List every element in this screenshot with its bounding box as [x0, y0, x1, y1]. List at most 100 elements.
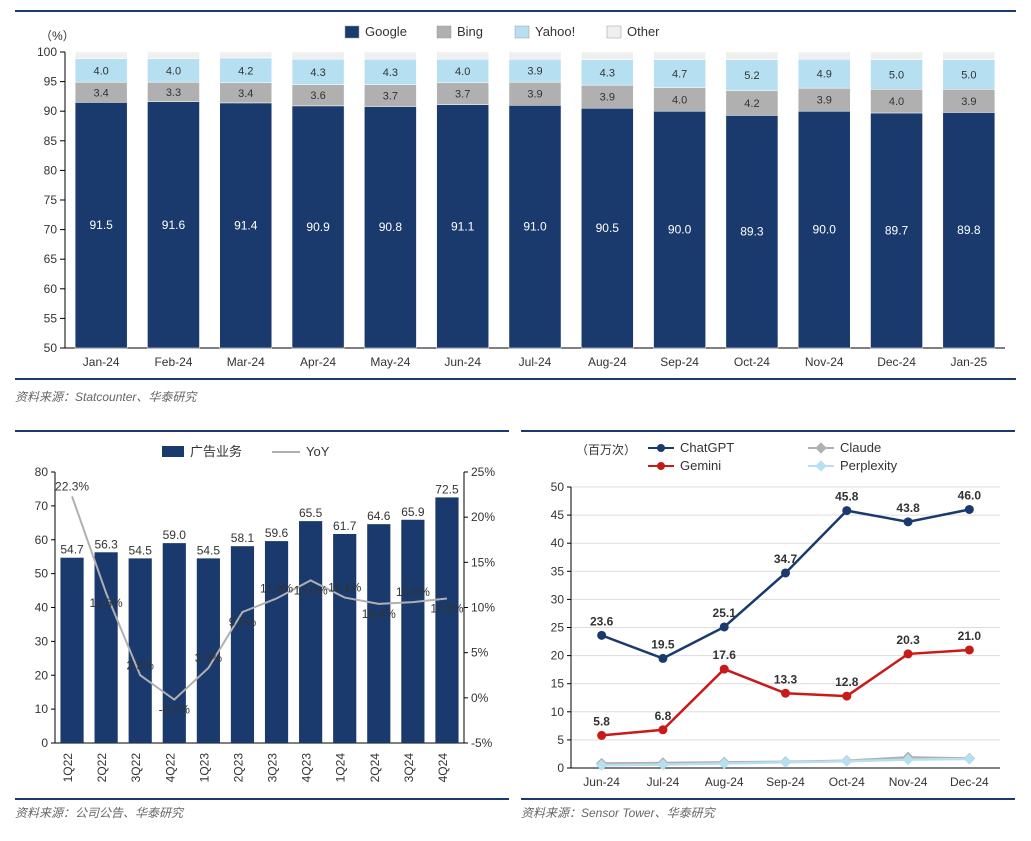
svg-text:Nov-24: Nov-24	[805, 355, 844, 369]
svg-text:3.9: 3.9	[600, 92, 615, 104]
svg-text:72.5: 72.5	[435, 482, 459, 496]
svg-text:21.0: 21.0	[958, 629, 982, 643]
svg-text:1Q22: 1Q22	[61, 753, 75, 783]
svg-text:10%: 10%	[471, 601, 495, 615]
svg-text:0%: 0%	[471, 691, 489, 705]
svg-text:3.9: 3.9	[817, 95, 832, 107]
svg-text:54.7: 54.7	[60, 543, 84, 557]
svg-text:91.6: 91.6	[162, 218, 186, 232]
svg-text:50: 50	[35, 567, 49, 581]
svg-text:25: 25	[551, 621, 565, 635]
svg-text:89.3: 89.3	[740, 225, 764, 239]
svg-text:（%）: （%）	[40, 29, 75, 43]
chart2-source: 资料来源：公司公告、华泰研究	[15, 804, 509, 821]
svg-text:3.4: 3.4	[238, 88, 253, 100]
svg-text:40: 40	[35, 601, 49, 615]
ai-traffic-chart: ChatGPTClaudeGeminiPerplexity（百万次）051015…	[521, 430, 1015, 800]
svg-text:4.0: 4.0	[889, 96, 904, 108]
svg-text:70: 70	[44, 223, 58, 237]
svg-text:30: 30	[35, 634, 49, 648]
svg-text:4Q23: 4Q23	[300, 753, 314, 783]
svg-text:Aug-24: Aug-24	[705, 775, 744, 789]
svg-text:25.1: 25.1	[713, 606, 737, 620]
svg-text:13.3: 13.3	[774, 672, 798, 686]
svg-text:Google: Google	[365, 24, 407, 39]
svg-text:91.5: 91.5	[89, 218, 113, 232]
svg-text:Jun-24: Jun-24	[583, 775, 620, 789]
svg-text:45.8: 45.8	[835, 490, 859, 504]
svg-text:Bing: Bing	[457, 24, 483, 39]
svg-text:0: 0	[557, 761, 564, 775]
svg-text:Mar-24: Mar-24	[227, 355, 265, 369]
svg-text:12.8: 12.8	[835, 675, 859, 689]
svg-text:34.7: 34.7	[774, 552, 798, 566]
svg-text:Feb-24: Feb-24	[154, 355, 192, 369]
svg-text:4.7: 4.7	[672, 69, 687, 81]
svg-text:90.9: 90.9	[306, 220, 330, 234]
svg-text:3.9: 3.9	[527, 89, 542, 101]
svg-text:4Q22: 4Q22	[163, 753, 177, 783]
svg-text:20: 20	[35, 668, 49, 682]
svg-text:Other: Other	[627, 24, 660, 39]
svg-text:11.1%: 11.1%	[328, 581, 361, 595]
svg-text:15: 15	[551, 677, 565, 691]
svg-text:75: 75	[44, 193, 58, 207]
svg-text:25%: 25%	[471, 465, 495, 479]
svg-text:2Q22: 2Q22	[95, 753, 109, 783]
svg-text:4.0: 4.0	[94, 65, 109, 77]
svg-text:11.0%: 11.0%	[430, 601, 463, 615]
svg-text:6.8: 6.8	[655, 709, 672, 723]
svg-text:50: 50	[551, 480, 565, 494]
svg-text:91.1: 91.1	[451, 219, 475, 233]
svg-text:90.0: 90.0	[813, 223, 837, 237]
svg-text:90: 90	[44, 104, 58, 118]
chart3-source: 资料来源：Sensor Tower、华泰研究	[521, 804, 1015, 821]
svg-text:4.2: 4.2	[238, 65, 253, 77]
svg-text:0: 0	[41, 736, 48, 750]
svg-text:15%: 15%	[471, 555, 495, 569]
svg-text:3Q23: 3Q23	[266, 753, 280, 783]
svg-text:ChatGPT: ChatGPT	[680, 440, 734, 455]
svg-text:11.6%: 11.6%	[90, 596, 123, 610]
svg-text:4.3: 4.3	[310, 67, 325, 79]
svg-text:3.9: 3.9	[527, 66, 542, 78]
svg-text:Claude: Claude	[840, 440, 881, 455]
svg-text:-0.2%: -0.2%	[159, 703, 191, 717]
svg-text:Sep-24: Sep-24	[660, 355, 699, 369]
svg-text:4.9: 4.9	[817, 69, 832, 81]
ad-revenue-chart: 广告业务YoY01020304050607080-5%0%5%10%15%20%…	[15, 430, 509, 800]
svg-text:65.5: 65.5	[299, 506, 323, 520]
svg-text:89.7: 89.7	[885, 223, 909, 237]
svg-text:58.1: 58.1	[231, 531, 255, 545]
svg-text:19.5: 19.5	[651, 637, 675, 651]
svg-text:10: 10	[551, 705, 565, 719]
svg-text:1Q23: 1Q23	[197, 753, 211, 783]
svg-text:YoY: YoY	[306, 444, 330, 459]
svg-text:2Q23: 2Q23	[231, 753, 245, 783]
svg-text:4.0: 4.0	[166, 65, 181, 77]
svg-text:50: 50	[44, 341, 58, 355]
svg-text:Jan-24: Jan-24	[83, 355, 120, 369]
svg-text:13.0%: 13.0%	[294, 583, 328, 597]
svg-text:65: 65	[44, 252, 58, 266]
svg-text:Gemini: Gemini	[680, 458, 721, 473]
svg-text:90.5: 90.5	[596, 221, 620, 235]
svg-text:11.0%: 11.0%	[260, 581, 293, 595]
svg-text:3.7: 3.7	[383, 91, 398, 103]
svg-text:91.0: 91.0	[523, 220, 547, 234]
svg-text:65.9: 65.9	[401, 505, 425, 519]
svg-text:5%: 5%	[471, 646, 489, 660]
svg-text:Jan-25: Jan-25	[950, 355, 987, 369]
svg-text:4.0: 4.0	[455, 66, 470, 78]
svg-text:4.0: 4.0	[672, 94, 687, 106]
svg-text:20.3: 20.3	[896, 633, 920, 647]
svg-text:23.6: 23.6	[590, 614, 614, 628]
svg-text:（百万次）: （百万次）	[576, 443, 636, 457]
svg-text:5.0: 5.0	[961, 69, 976, 81]
svg-text:-5%: -5%	[471, 736, 493, 750]
svg-text:91.4: 91.4	[234, 218, 258, 232]
svg-text:22.3%: 22.3%	[55, 479, 89, 493]
svg-text:43.8: 43.8	[896, 501, 920, 515]
svg-text:59.6: 59.6	[265, 526, 289, 540]
svg-text:Jun-24: Jun-24	[444, 355, 481, 369]
